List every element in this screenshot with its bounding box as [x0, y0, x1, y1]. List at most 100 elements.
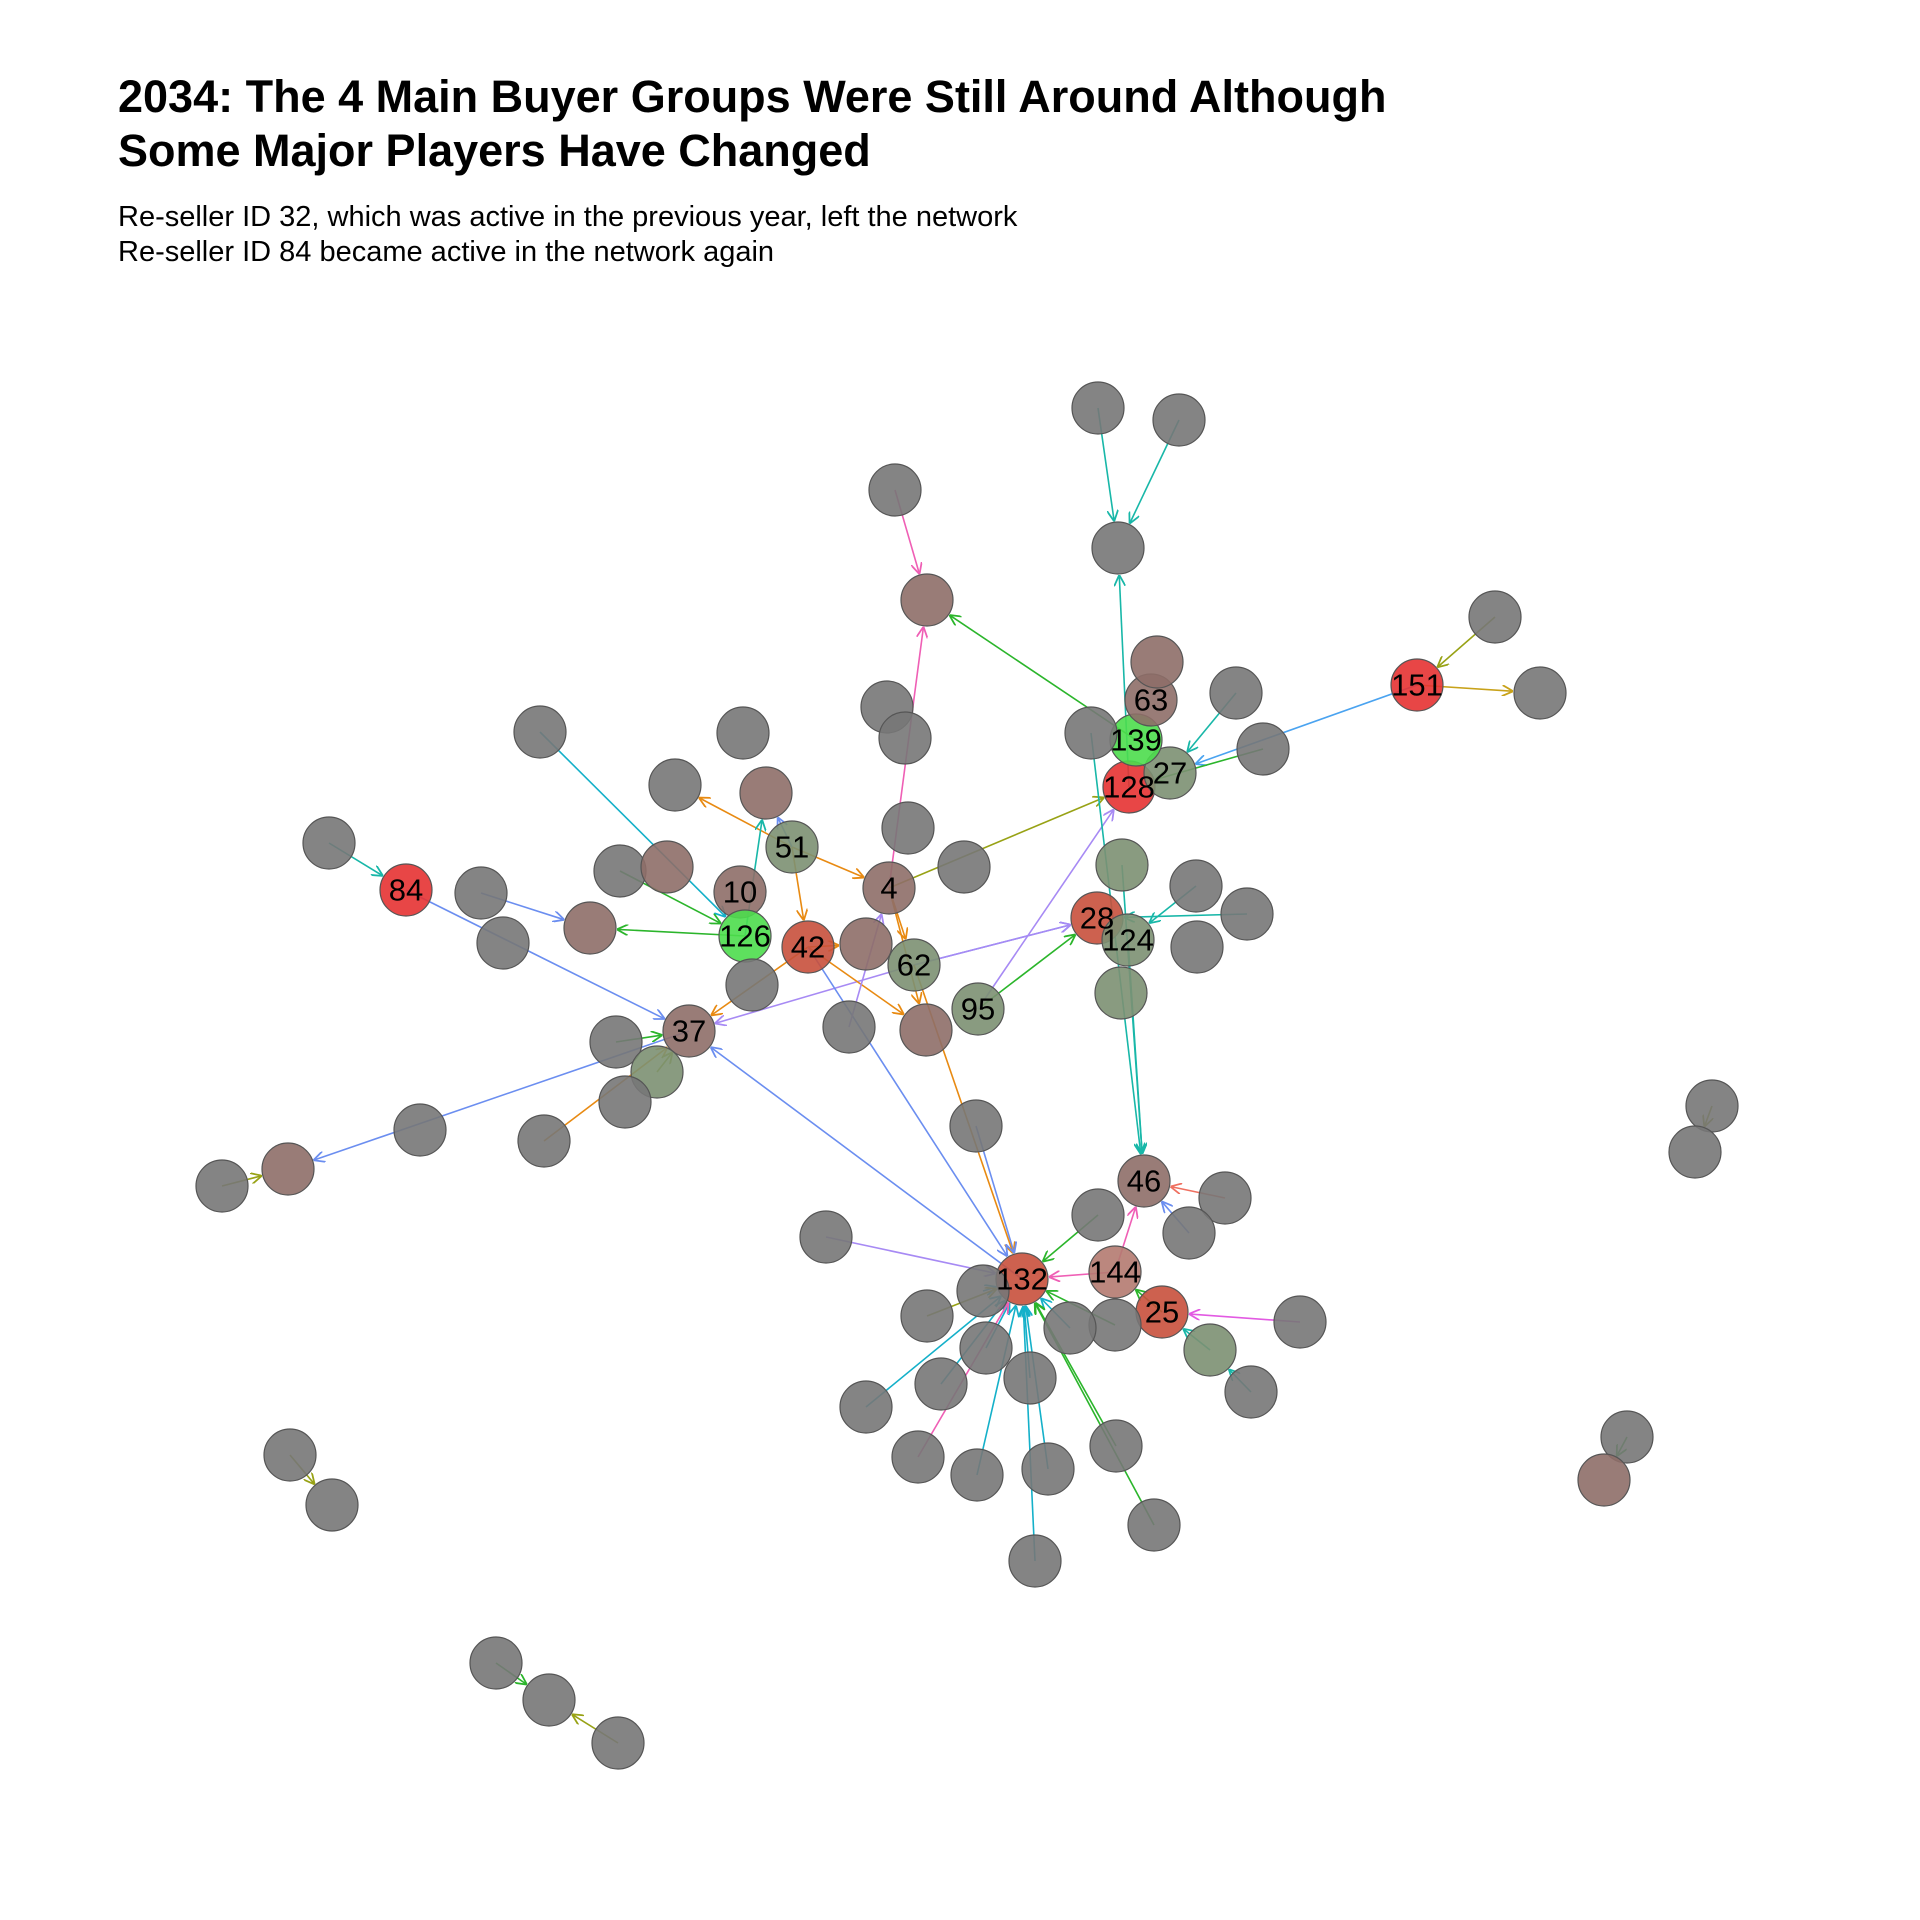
node-label-25: 25 — [1145, 1295, 1179, 1330]
node-unlabeled — [305, 1478, 359, 1532]
node-label-46: 46 — [1127, 1164, 1161, 1199]
node-unlabeled — [648, 758, 702, 812]
node-151 — [1390, 658, 1444, 712]
node-42 — [781, 920, 835, 974]
node-unlabeled — [1198, 1171, 1252, 1225]
node-unlabeled — [1685, 1079, 1739, 1133]
node-label-37: 37 — [672, 1014, 706, 1049]
node-unlabeled — [1600, 1410, 1654, 1464]
node-62 — [887, 938, 941, 992]
node-unlabeled — [263, 1428, 317, 1482]
edge-84-to-37 — [405, 889, 664, 1019]
title-line-1: 2034: The 4 Main Buyer Groups Were Still… — [118, 71, 1387, 122]
node-label-4: 4 — [880, 871, 897, 906]
node-unlabeled — [900, 1289, 954, 1343]
edge-4-to-128 — [888, 798, 1103, 889]
node-label-62: 62 — [897, 948, 931, 983]
node-unlabeled — [1091, 521, 1145, 575]
node-144 — [1088, 1245, 1142, 1299]
node-unlabeled — [593, 844, 647, 898]
node-label-95: 95 — [961, 992, 995, 1027]
subtitle-line-1: Re-seller ID 32, which was active in the… — [118, 201, 1018, 233]
node-unlabeled — [591, 1716, 645, 1770]
node-label-28: 28 — [1080, 901, 1114, 936]
node-unlabeled — [899, 1003, 953, 1057]
node-unlabeled — [937, 840, 991, 894]
node-unlabeled — [881, 801, 935, 855]
node-label-132: 132 — [996, 1262, 1048, 1297]
node-unlabeled — [640, 840, 694, 894]
node-unlabeled — [949, 1099, 1003, 1153]
node-51 — [765, 820, 819, 874]
edge-95-to-128 — [977, 810, 1113, 1010]
node-unlabeled — [1088, 1298, 1142, 1352]
edge-u17-to-126 — [539, 731, 725, 916]
node-unlabeled — [1273, 1295, 1327, 1349]
node-unlabeled — [454, 866, 508, 920]
node-27 — [1143, 746, 1197, 800]
node-unlabeled — [1668, 1125, 1722, 1179]
node-label-51: 51 — [775, 830, 809, 865]
node-unlabeled — [1064, 706, 1118, 760]
page-title: 2034: The 4 Main Buyer Groups Were Still… — [118, 70, 1386, 178]
node-unlabeled — [839, 917, 893, 971]
edge-62-to-28 — [913, 925, 1070, 966]
node-unlabeled — [589, 1015, 643, 1069]
page-subtitle: Re-seller ID 32, which was active in the… — [118, 200, 1017, 270]
node-label-126: 126 — [719, 919, 771, 954]
node-label-27: 27 — [1153, 756, 1187, 791]
node-unlabeled — [1220, 887, 1274, 941]
edge-132-to-37 — [711, 1048, 1023, 1280]
node-label-42: 42 — [791, 930, 825, 965]
node-unlabeled — [1224, 1365, 1278, 1419]
edge-u63-to-132 — [1023, 1307, 1036, 1562]
node-unlabeled — [195, 1159, 249, 1213]
node-unlabeled — [839, 1380, 893, 1434]
node-unlabeled — [799, 1210, 853, 1264]
node-unlabeled — [1183, 1323, 1237, 1377]
node-unlabeled — [914, 1357, 968, 1411]
edge-u43-to-132 — [825, 1236, 995, 1273]
node-unlabeled — [563, 901, 617, 955]
node-label-151: 151 — [1391, 668, 1443, 703]
node-label-139: 139 — [1110, 723, 1162, 758]
node-unlabeled — [393, 1103, 447, 1157]
node-unlabeled — [1468, 590, 1522, 644]
node-unlabeled — [476, 916, 530, 970]
node-unlabeled — [1003, 1351, 1057, 1405]
node-unlabeled — [1127, 1498, 1181, 1552]
node-unlabeled — [1513, 666, 1567, 720]
edge-42-to-132 — [807, 946, 1007, 1255]
node-unlabeled — [1008, 1534, 1062, 1588]
node-unlabeled — [878, 711, 932, 765]
node-label-128: 128 — [1103, 770, 1155, 805]
node-unlabeled — [959, 1321, 1013, 1375]
node-unlabeled — [1209, 666, 1263, 720]
node-unlabeled — [1095, 838, 1149, 892]
node-label-84: 84 — [389, 873, 423, 908]
node-unlabeled — [1577, 1453, 1631, 1507]
node-unlabeled — [1043, 1301, 1097, 1355]
node-unlabeled — [522, 1673, 576, 1727]
node-unlabeled — [868, 463, 922, 517]
node-unlabeled — [822, 1000, 876, 1054]
node-95 — [951, 982, 1005, 1036]
node-label-124: 124 — [1102, 923, 1154, 958]
node-37 — [662, 1004, 716, 1058]
node-unlabeled — [517, 1114, 571, 1168]
node-label-144: 144 — [1089, 1255, 1141, 1290]
edge-u59-to-132 — [976, 1306, 1016, 1476]
node-unlabeled — [739, 766, 793, 820]
node-unlabeled — [469, 1636, 523, 1690]
node-unlabeled — [1236, 722, 1290, 776]
node-46 — [1117, 1154, 1171, 1208]
node-84 — [379, 863, 433, 917]
title-line-2: Some Major Players Have Changed — [118, 125, 871, 176]
node-unlabeled — [891, 1430, 945, 1484]
node-unlabeled — [1071, 1188, 1125, 1242]
node-unlabeled — [1094, 966, 1148, 1020]
node-unlabeled — [1169, 859, 1223, 913]
node-unlabeled — [956, 1264, 1010, 1318]
